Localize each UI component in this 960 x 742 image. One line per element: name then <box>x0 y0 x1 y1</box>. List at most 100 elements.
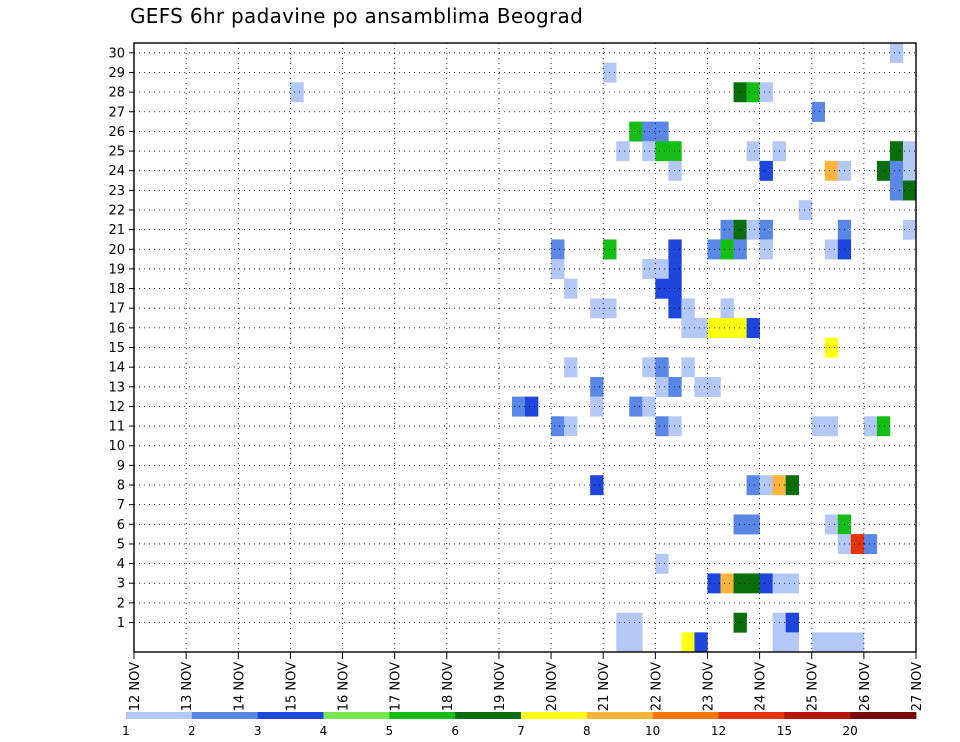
heatmap-cell <box>759 160 773 181</box>
x-tick-label: 22 NOV <box>649 662 664 711</box>
x-tick-label: 16 NOV <box>337 662 352 711</box>
heatmap-cell <box>889 43 904 63</box>
legend-label: 15 <box>777 724 792 738</box>
heatmap-cell <box>720 318 734 338</box>
legend-label: 8 <box>583 724 591 738</box>
heatmap-cell <box>551 239 565 260</box>
legend-swatch <box>455 712 522 719</box>
heatmap-cell <box>889 141 904 162</box>
heatmap-cell <box>746 514 760 535</box>
legend-label: 5 <box>386 724 394 738</box>
heatmap-cell <box>733 573 747 594</box>
heatmap-cell <box>720 298 734 319</box>
x-tick-label: 13 NOV <box>180 662 195 711</box>
legend-label: 12 <box>711 724 726 738</box>
y-tick-label: 26 <box>108 125 125 140</box>
heatmap-cell <box>616 612 630 633</box>
heatmap-cell <box>746 318 760 338</box>
heatmap-cell <box>733 82 747 103</box>
legend-swatch <box>784 712 851 719</box>
heatmap-cell <box>655 141 669 162</box>
legend-swatch <box>652 712 719 719</box>
heatmap-cell <box>642 357 656 378</box>
x-tick-label: 20 NOV <box>545 662 560 711</box>
legend-swatch <box>323 712 390 719</box>
heatmap-cell <box>551 259 565 280</box>
heatmap-cell <box>655 376 669 397</box>
x-tick-label: 12 NOV <box>128 662 143 711</box>
heatmap-cell <box>694 318 708 338</box>
y-tick-label: 14 <box>108 361 125 376</box>
x-tick-label: 27 NOV <box>910 662 925 711</box>
heatmap-cell <box>772 632 786 653</box>
heatmap-cell <box>642 259 656 280</box>
heatmap-cell <box>824 416 839 437</box>
heatmap-cell <box>590 396 604 417</box>
legend-swatch <box>850 712 917 719</box>
y-tick-label: 22 <box>108 203 125 218</box>
heatmap-cell <box>850 632 865 653</box>
y-tick-label: 4 <box>117 557 125 572</box>
legend-label: 3 <box>254 724 262 738</box>
heatmap-cell <box>694 376 708 397</box>
heatmap-cell <box>655 121 669 142</box>
heatmap-cell <box>759 239 773 260</box>
legend-label: 20 <box>843 724 858 738</box>
heatmap-cell <box>590 475 604 496</box>
heatmap-cell <box>642 121 656 142</box>
legend-label: 2 <box>188 724 196 738</box>
heatmap-cell <box>720 219 734 240</box>
heatmap-cell <box>759 475 773 496</box>
y-tick-label: 18 <box>108 282 125 297</box>
heatmap-cell <box>746 475 760 496</box>
heatmap-cell <box>746 219 760 240</box>
heatmap-cell <box>642 396 656 417</box>
heatmap-cell <box>720 239 734 260</box>
heatmap-cell <box>616 632 630 653</box>
legend-label: 7 <box>517 724 525 738</box>
heatmap-cell <box>668 416 682 437</box>
heatmap-cell <box>811 416 826 437</box>
heatmap-cell <box>564 357 578 378</box>
y-tick-label: 17 <box>108 302 125 317</box>
x-tick-label: 18 NOV <box>441 662 456 711</box>
heatmap-cell <box>759 573 773 594</box>
heatmap-cell <box>811 101 826 122</box>
heatmap-cell <box>681 298 695 319</box>
y-tick-label: 23 <box>108 184 125 199</box>
heatmap-cell <box>590 298 604 319</box>
heatmap-cell <box>655 259 669 280</box>
heatmap-cell <box>759 82 773 103</box>
y-tick-label: 19 <box>108 262 125 277</box>
heatmap-cell <box>863 534 878 555</box>
heatmap-cell <box>746 82 760 103</box>
heatmap-cell <box>290 82 304 103</box>
heatmap-cell <box>850 534 865 555</box>
heatmap-cell <box>785 475 799 496</box>
heatmap-cell <box>746 573 760 594</box>
heatmap-cell <box>889 160 904 181</box>
heatmap-cell <box>564 278 578 299</box>
y-tick-label: 21 <box>108 223 125 238</box>
y-tick-label: 29 <box>108 66 125 81</box>
x-tick-label: 17 NOV <box>389 662 404 711</box>
heatmap-cell <box>629 612 643 633</box>
heatmap-cell <box>551 416 565 437</box>
heatmap-cell <box>798 200 813 221</box>
heatmap-cell <box>733 612 747 633</box>
heatmap-cell <box>759 219 773 240</box>
legend-label: 6 <box>451 724 459 738</box>
heatmap-cell <box>889 180 904 201</box>
heatmap-cell <box>655 553 669 574</box>
y-tick-label: 6 <box>117 518 125 533</box>
x-tick-label: 21 NOV <box>597 662 612 711</box>
legend-swatch <box>586 712 654 719</box>
heatmap-cell <box>785 632 799 653</box>
legend-label: 1 <box>122 724 130 738</box>
heatmap-cell <box>642 141 656 162</box>
legend-swatch <box>389 712 456 719</box>
y-tick-label: 20 <box>108 243 125 258</box>
grid-layer <box>134 43 916 652</box>
legend-swatch <box>521 712 588 719</box>
